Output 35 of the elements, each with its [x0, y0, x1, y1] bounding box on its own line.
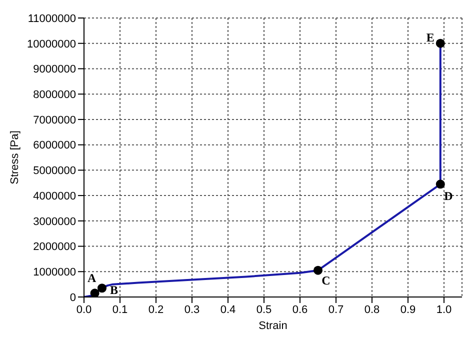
x-tick-label: 0.8 [364, 304, 380, 316]
y-tick-label: 0 [70, 292, 76, 304]
point [436, 38, 445, 48]
point [90, 288, 100, 297]
point [97, 284, 107, 293]
x-tick-label: 0.5 [256, 304, 272, 316]
x-tick-label: 0.6 [292, 304, 308, 316]
y-tick-label: 1000000 [33, 266, 76, 279]
x-tick-label: 1.0 [436, 304, 452, 316]
y-tick-label: 6000000 [33, 140, 76, 152]
x-tick-label: 0.4 [220, 304, 236, 316]
y-tick-label: 5000000 [33, 165, 76, 178]
x-tick-label: 0.0 [76, 304, 92, 316]
annotation: A [87, 271, 96, 286]
point [313, 266, 323, 275]
y-tick-label: 10000000 [27, 38, 76, 50]
x-tick-label: 0.3 [184, 304, 200, 316]
y-axis-title: Stress [Pa] [8, 130, 21, 184]
y-tick-label: 3000000 [33, 216, 76, 228]
y-tick-label: 11000000 [28, 12, 76, 25]
x-tick-label: 0.9 [400, 304, 416, 316]
y-tick-label: 2000000 [33, 241, 76, 254]
x-tick-label: 0.1 [112, 304, 128, 316]
x-tick-label: 0.7 [328, 304, 344, 316]
annotation: E [426, 30, 434, 44]
y-tick-label: 4000000 [33, 190, 76, 202]
annotation: C [322, 273, 330, 288]
y-tick-label: 7000000 [33, 114, 76, 126]
x-tick-label: 0.2 [148, 304, 164, 316]
annotation: D [444, 189, 454, 204]
annotation: B [110, 283, 118, 298]
y-tick-label: 8000000 [33, 88, 76, 101]
x-axis-title: Strain [258, 320, 288, 332]
point [436, 180, 445, 189]
y-tick-label: 9000000 [33, 64, 76, 76]
